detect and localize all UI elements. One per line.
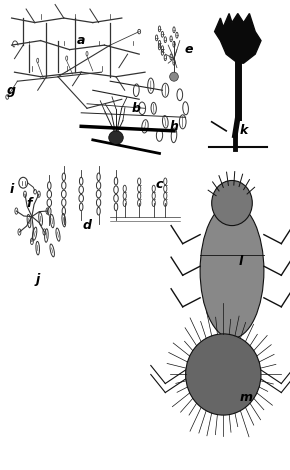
Text: j: j <box>36 273 40 286</box>
Text: b: b <box>132 102 141 115</box>
Text: l: l <box>239 255 243 268</box>
Ellipse shape <box>212 180 252 226</box>
Text: i: i <box>10 183 14 196</box>
Text: k: k <box>240 125 248 137</box>
Text: c: c <box>156 179 163 191</box>
Ellipse shape <box>186 334 261 415</box>
Text: f: f <box>26 196 32 210</box>
Text: a: a <box>77 34 85 47</box>
Text: m: m <box>240 391 253 404</box>
Text: g: g <box>7 84 16 97</box>
Text: e: e <box>184 43 193 56</box>
Ellipse shape <box>109 131 123 144</box>
Text: h: h <box>170 120 178 133</box>
Ellipse shape <box>170 72 178 81</box>
Polygon shape <box>215 14 261 63</box>
Text: d: d <box>82 219 92 232</box>
Text: alamy - RDBFE5: alamy - RDBFE5 <box>109 456 181 465</box>
Ellipse shape <box>200 203 264 338</box>
